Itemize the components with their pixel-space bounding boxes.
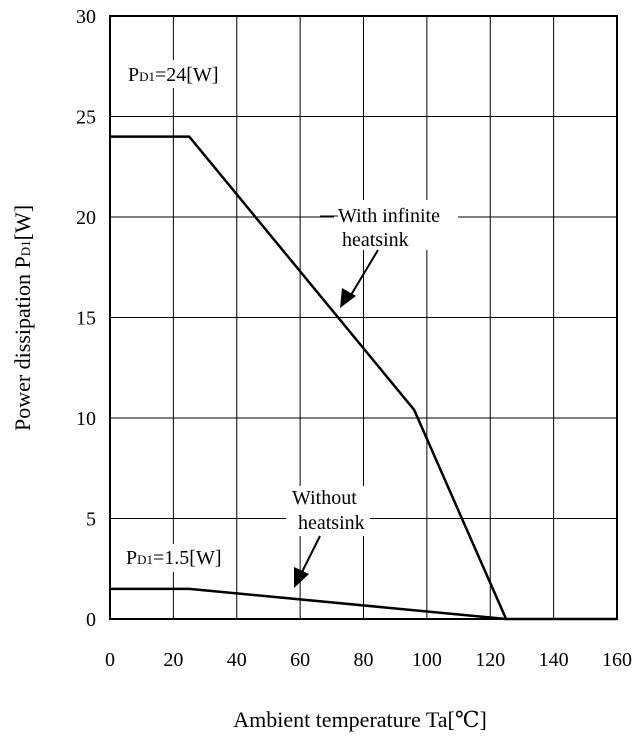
- x-tick-label: 140: [539, 649, 569, 671]
- x-tick-labels: 0 20 40 60 80 100 120 140 160: [105, 649, 632, 671]
- annotation-pd24-bg: [126, 60, 232, 88]
- x-tick-label: 100: [412, 649, 442, 671]
- arrow-without: [294, 535, 321, 588]
- annotation-infinite-bg: [334, 200, 458, 250]
- x-tick-label: 60: [290, 649, 310, 671]
- x-tick-label: 160: [602, 649, 632, 671]
- annotation-without-bg: [286, 486, 370, 536]
- x-axis-title: Ambient temperature Ta[℃]: [233, 707, 487, 732]
- annotation-infinite-line2: heatsink: [342, 229, 409, 251]
- plot-frame: [109, 15, 618, 620]
- y-tick-label: 5: [86, 509, 96, 531]
- y-tick-label: 15: [76, 308, 96, 330]
- annotation-pd24: PD1=24[W]: [128, 64, 219, 86]
- y-tick-label: 0: [86, 609, 96, 631]
- y-tick-label: 25: [76, 107, 96, 129]
- series-line-without-heatsink: [110, 587, 507, 621]
- annotation-infinite-line1: With infinite: [338, 205, 440, 227]
- x-tick-label: 40: [227, 649, 247, 671]
- annotation-without-line1: Without: [292, 487, 357, 509]
- y-tick-label: 10: [76, 408, 96, 430]
- y-axis-title: Power dissipation PD1[W]: [10, 205, 35, 431]
- x-tick-label: 20: [163, 649, 183, 671]
- y-tick-label: 30: [76, 6, 96, 28]
- annotation-pd15-bg: [124, 544, 236, 572]
- y-tick-label: 20: [76, 207, 96, 229]
- annotation-pd15: PD1=1.5[W]: [126, 547, 222, 569]
- arrow-infinite: [340, 249, 379, 308]
- y-tick-labels: 0 5 10 15 20 25 30: [76, 6, 96, 631]
- x-tick-label: 120: [475, 649, 505, 671]
- annotation-without-line2: heatsink: [298, 512, 365, 534]
- grid-lines: [110, 16, 617, 619]
- x-tick-label: 80: [354, 649, 374, 671]
- x-tick-label: 0: [105, 649, 115, 671]
